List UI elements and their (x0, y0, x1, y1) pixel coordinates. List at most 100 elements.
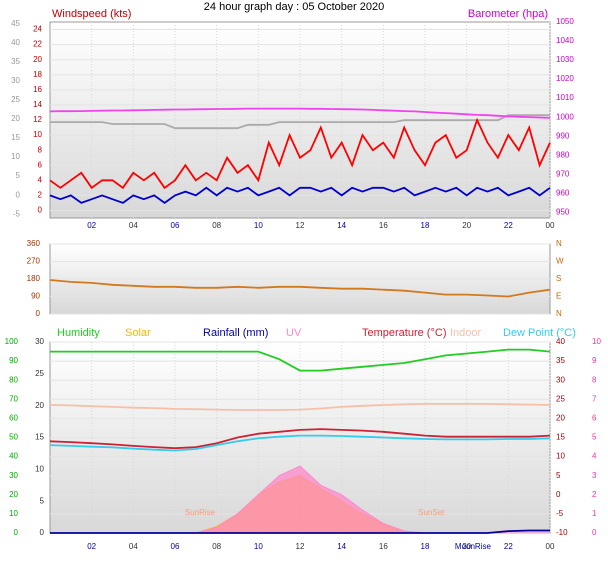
y-tick-label: 2 (592, 490, 597, 499)
y-tick-label: 40 (11, 38, 20, 47)
y-tick-label: 22 (33, 40, 42, 49)
y-tick-label: 1000 (556, 112, 574, 121)
y-tick-label: 10 (556, 452, 565, 461)
y-tick-label: N (556, 309, 562, 318)
y-tick-label: 30 (11, 76, 20, 85)
annotation: SunSet (418, 508, 445, 517)
y-tick-label: 1050 (556, 17, 574, 26)
y-tick-label: E (556, 292, 561, 301)
legend-label: Rainfall (mm) (203, 327, 268, 339)
x-tick-label: 22 (504, 542, 513, 551)
y-tick-label: 4 (592, 452, 597, 461)
y-tick-label: 10 (35, 464, 44, 473)
y-tick-label: 0 (36, 309, 41, 318)
y-tick-label: 45 (11, 19, 20, 28)
x-tick-label: 08 (212, 221, 221, 230)
series-line (49, 186, 551, 205)
x-tick-label: 08 (212, 542, 221, 551)
y-tick-label: S (556, 274, 561, 283)
y-tick-label: 25 (11, 95, 20, 104)
y-tick-label: 5 (556, 471, 561, 480)
legend-label: Indoor (450, 327, 482, 339)
legend-label: UV (286, 327, 302, 339)
y-tick-label: 30 (35, 337, 44, 346)
y-tick-label: 90 (9, 356, 18, 365)
y-tick-label: 0 (16, 190, 21, 199)
y-tick-label: 30 (9, 471, 18, 480)
y-tick-label: 980 (556, 150, 570, 159)
y-tick-label: 990 (556, 131, 570, 140)
y-tick-label: W (556, 257, 564, 266)
annotation: MoonRise (455, 542, 492, 551)
series-line (50, 114, 550, 130)
x-tick-label: 16 (379, 542, 388, 551)
x-tick-label: 12 (296, 542, 305, 551)
axis-title: Windspeed (kts) (52, 8, 131, 20)
y-tick-label: 0 (40, 528, 45, 537)
y-tick-label: 20 (33, 55, 42, 64)
y-tick-label: 9 (592, 356, 597, 365)
x-tick-label: 18 (421, 221, 430, 230)
y-tick-label: 40 (556, 337, 565, 346)
y-tick-label: 1020 (556, 74, 574, 83)
y-tick-label: 35 (556, 356, 565, 365)
legend-label: Dew Point (°C) (503, 327, 576, 339)
y-tick-label: 1040 (556, 36, 574, 45)
y-tick-label: 24 (33, 25, 42, 34)
x-tick-label: 04 (129, 542, 138, 551)
y-tick-label: -10 (556, 528, 568, 537)
y-tick-label: 8 (592, 375, 597, 384)
y-tick-label: 3 (592, 471, 597, 480)
y-tick-label: 15 (11, 133, 20, 142)
x-tick-label: 18 (421, 542, 430, 551)
y-tick-label: 12 (33, 115, 42, 124)
y-tick-label: 14 (33, 100, 42, 109)
x-tick-label: 14 (337, 542, 346, 551)
y-tick-label: 30 (556, 375, 565, 384)
x-tick-label: 04 (129, 221, 138, 230)
y-tick-label: 0 (38, 206, 43, 215)
y-tick-label: N (556, 239, 562, 248)
x-tick-label: 10 (254, 542, 263, 551)
y-tick-label: 35 (11, 57, 20, 66)
legend-label: Temperature (°C) (362, 327, 446, 339)
y-tick-label: 20 (556, 414, 565, 423)
y-tick-label: 0 (556, 490, 561, 499)
x-tick-label: 00 (546, 221, 555, 230)
y-tick-label: 10 (592, 337, 601, 346)
y-tick-label: 7 (592, 394, 597, 403)
y-tick-label: 1010 (556, 93, 574, 102)
y-tick-label: 15 (35, 433, 44, 442)
page-title: 24 hour graph day : 05 October 2020 (204, 1, 384, 13)
y-tick-label: 950 (556, 207, 570, 216)
y-tick-label: 15 (556, 433, 565, 442)
y-tick-label: 270 (27, 257, 41, 266)
series-line (49, 279, 551, 298)
y-tick-label: 25 (556, 394, 565, 403)
y-tick-label: 8 (38, 145, 43, 154)
series-line (49, 434, 551, 452)
y-tick-label: 100 (5, 337, 19, 346)
x-tick-label: 00 (546, 542, 555, 551)
series-line (50, 529, 550, 534)
y-tick-label: 10 (11, 152, 20, 161)
y-tick-label: 0 (14, 528, 19, 537)
x-tick-label: 16 (379, 221, 388, 230)
y-tick-label: 50 (9, 433, 18, 442)
x-tick-label: 14 (337, 221, 346, 230)
y-tick-label: -5 (13, 209, 21, 218)
y-tick-label: 80 (9, 375, 18, 384)
y-tick-label: 20 (9, 490, 18, 499)
series-line (49, 428, 551, 450)
y-tick-label: 960 (556, 188, 570, 197)
y-tick-label: 6 (592, 414, 597, 423)
y-tick-label: 1030 (556, 55, 574, 64)
legend-label: Solar (125, 327, 151, 339)
legend-label: Humidity (57, 327, 100, 339)
x-tick-label: 02 (87, 221, 96, 230)
y-tick-label: 6 (38, 160, 43, 169)
y-tick-label: 10 (33, 130, 42, 139)
x-tick-label: 10 (254, 221, 263, 230)
axis-title: Barometer (hpa) (468, 8, 548, 20)
